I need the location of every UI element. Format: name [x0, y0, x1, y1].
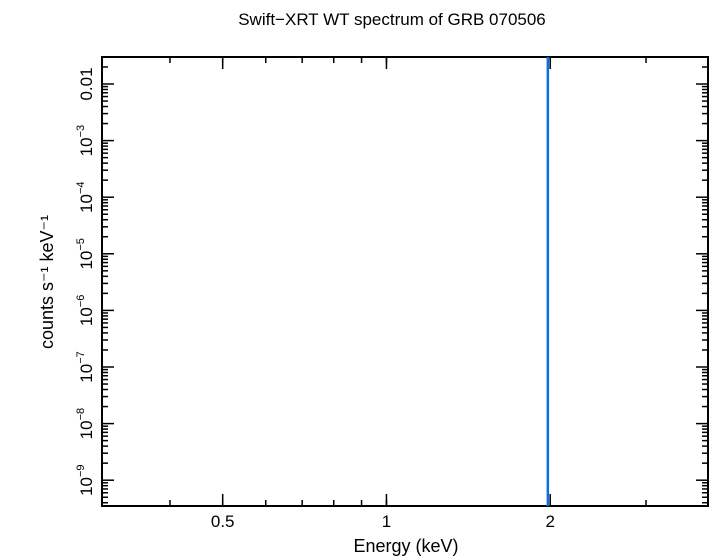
- y-tick-label: 0.01: [77, 67, 96, 100]
- y-tick-label: 10−3: [75, 125, 96, 156]
- chart-title: Swift−XRT WT spectrum of GRB 070506: [238, 10, 546, 29]
- x-tick-label: 0.5: [211, 512, 235, 531]
- x-axis-label: Energy (keV): [353, 536, 458, 556]
- x-tick-label: 1: [382, 512, 391, 531]
- y-tick-label: 10−8: [75, 408, 96, 439]
- y-tick-label: 10−7: [75, 351, 96, 382]
- y-tick-label: 10−6: [75, 295, 96, 326]
- y-tick-label: 10−5: [75, 238, 96, 269]
- y-tick-label: 10−4: [75, 181, 96, 212]
- y-axis-label: counts s⁻¹ keV⁻¹: [37, 215, 57, 349]
- x-tick-label: 2: [545, 512, 554, 531]
- plot-area: 0.5 1 2 10−9 10−8 10−7 10−6 10−5 10−4 10−3 0.01: [75, 56, 709, 531]
- plot-frame: [101, 56, 709, 507]
- y-tick-label: 10−9: [75, 464, 96, 495]
